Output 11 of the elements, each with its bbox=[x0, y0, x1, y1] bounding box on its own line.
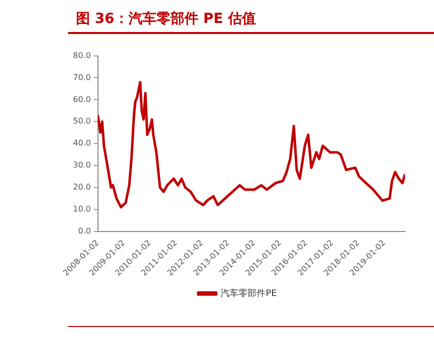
y-tick-label: 10.0 bbox=[73, 204, 91, 214]
chart-title: 图 36：汽车零部件 PE 估值 bbox=[76, 10, 256, 28]
legend-label: 汽车零部件PE bbox=[220, 288, 278, 299]
y-tick-label: 30.0 bbox=[73, 160, 91, 170]
y-tick-label: 50.0 bbox=[73, 116, 91, 126]
y-tick-label: 0.0 bbox=[78, 226, 91, 236]
y-tick-label: 40.0 bbox=[73, 138, 91, 148]
y-tick-label: 60.0 bbox=[73, 94, 91, 104]
y-tick-label: 80.0 bbox=[73, 50, 91, 60]
y-tick-label: 20.0 bbox=[73, 182, 91, 192]
y-tick-label: 70.0 bbox=[73, 72, 91, 82]
